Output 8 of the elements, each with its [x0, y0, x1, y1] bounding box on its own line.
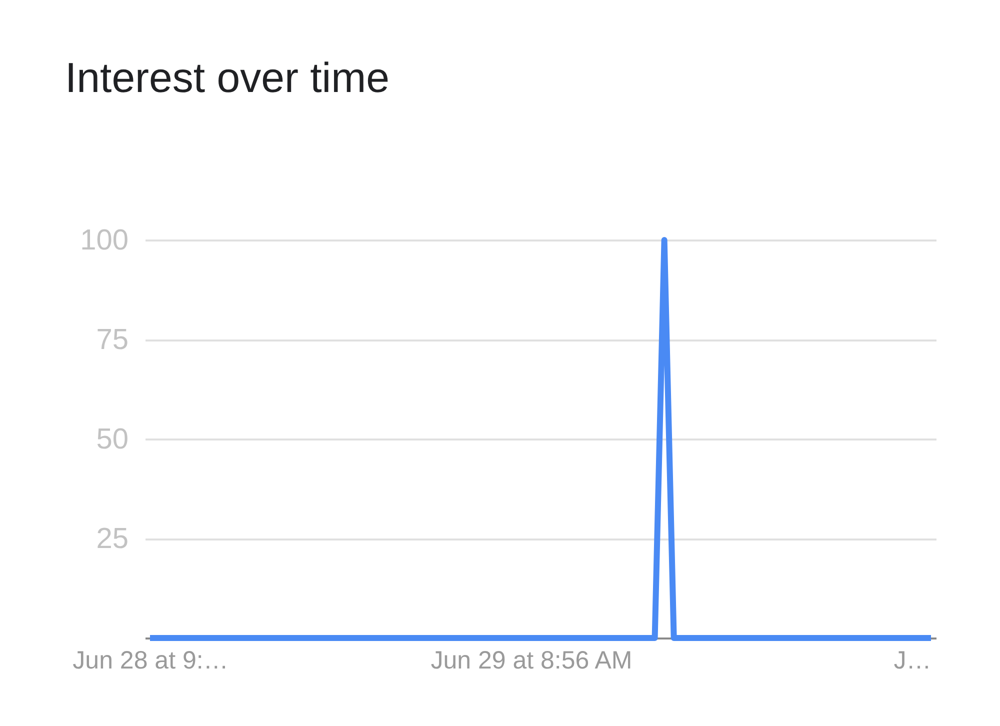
x-tick-label: J… — [894, 646, 932, 674]
y-tick-label: 25 — [96, 523, 128, 555]
y-tick-label: 50 — [96, 424, 128, 456]
y-tick-label: 100 — [80, 224, 128, 256]
y-tick-label: 75 — [96, 324, 128, 356]
chart-title: Interest over time — [65, 54, 390, 101]
x-tick-label: Jun 28 at 9:… — [72, 646, 228, 674]
x-tick-label: Jun 29 at 8:56 AM — [430, 646, 632, 674]
